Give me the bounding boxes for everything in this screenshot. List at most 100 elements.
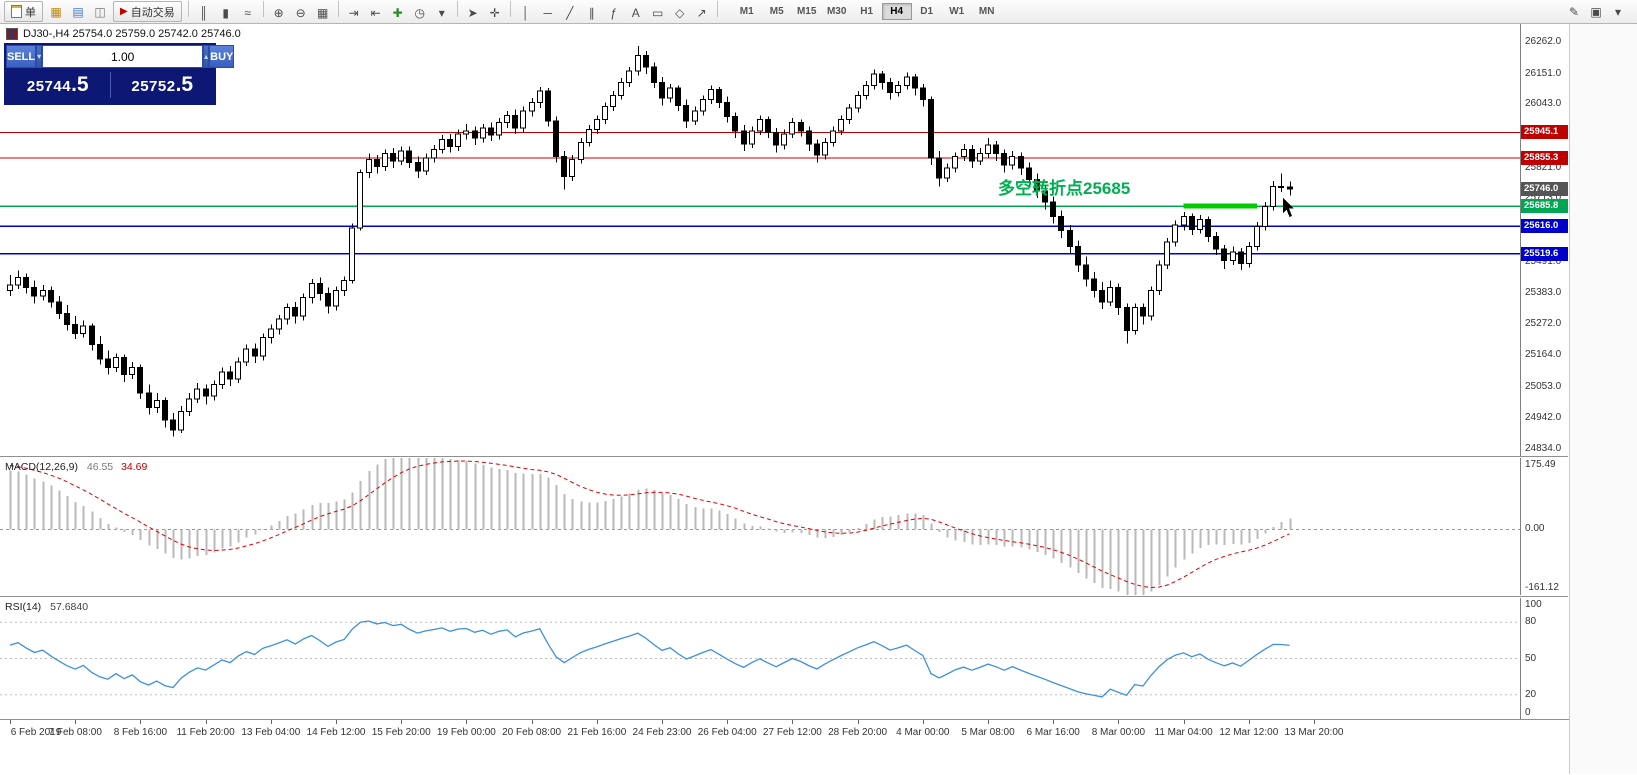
new-chart-icon[interactable]: ✚ bbox=[392, 5, 403, 20]
time-tick bbox=[1053, 720, 1055, 724]
time-tick-label: 21 Feb 16:00 bbox=[567, 727, 627, 738]
price-tick-label: 25164.0 bbox=[1525, 348, 1562, 360]
main-chart-panel: DJ30-,H4 25754.0 25759.0 25742.0 25746.0… bbox=[0, 24, 1520, 456]
navigator-icon[interactable]: ◫ bbox=[94, 4, 106, 19]
time-axis[interactable]: 6 Feb 2019 7 Feb 08:00 8 Feb 16:00 11 Feb 2… bbox=[0, 719, 1569, 775]
zoom-in-icon[interactable]: ⊕ bbox=[273, 5, 284, 20]
time-tick-label: 5 Mar 08:00 bbox=[961, 727, 1015, 738]
price-tick-label: 25821.0 bbox=[1525, 161, 1562, 173]
data-window-icon[interactable]: ▤ bbox=[72, 4, 84, 19]
time-tick bbox=[662, 720, 663, 724]
time-tick bbox=[270, 720, 272, 724]
price-tick-label: 25383.0 bbox=[1525, 286, 1562, 298]
rsi-tick-label: 20 bbox=[1525, 688, 1537, 700]
macd-axis[interactable]: 175.49 0.00 -161.12 bbox=[1520, 458, 1569, 595]
timeframe-m5-button[interactable]: M5 bbox=[769, 6, 784, 17]
time-tick-label: 13 Mar 20:00 bbox=[1284, 727, 1344, 738]
candle-mode-icon[interactable]: ▮ bbox=[222, 5, 229, 20]
shapes-icon[interactable]: ◇ bbox=[675, 5, 685, 20]
arrows-icon[interactable]: ↗ bbox=[696, 5, 707, 20]
label-icon[interactable]: ▭ bbox=[652, 5, 664, 20]
sell-price-main: 25744 bbox=[26, 77, 72, 95]
toolbar-menu-icon[interactable]: ▾ bbox=[1614, 4, 1622, 19]
bar-mode-icon[interactable]: ║ bbox=[199, 5, 208, 20]
sell-button[interactable]: SELL bbox=[6, 45, 37, 68]
toolbar-separator bbox=[456, 0, 458, 17]
time-tick-label: 7 Feb 08:00 bbox=[48, 727, 102, 738]
chart-shift-icon[interactable]: ⇤ bbox=[370, 5, 381, 20]
windows-icon[interactable]: ▣ bbox=[1590, 4, 1602, 19]
toolbar-separator bbox=[187, 0, 189, 17]
text-icon[interactable]: A bbox=[631, 5, 640, 20]
sell-menu-button[interactable]: ▾ bbox=[36, 45, 43, 68]
cursor-icon[interactable]: ➤ bbox=[467, 5, 478, 20]
volume-up-button[interactable]: ▴ bbox=[203, 45, 210, 68]
price-tick-label: 26043.0 bbox=[1525, 98, 1562, 110]
line-mode-icon[interactable]: ≈ bbox=[244, 5, 251, 20]
timeframe-mn-button[interactable]: MN bbox=[978, 6, 995, 17]
autotrading-label: 自动交易 bbox=[130, 6, 175, 19]
timeframe-h1-button[interactable]: H1 bbox=[860, 6, 874, 17]
channel-icon[interactable]: ∥ bbox=[588, 5, 595, 20]
price-tick-label: 25491.0 bbox=[1525, 255, 1562, 267]
time-tick bbox=[140, 720, 142, 724]
trade-panel-divider bbox=[109, 71, 111, 98]
tile-windows-icon[interactable]: ▦ bbox=[317, 5, 329, 20]
autotrading-button[interactable]: ▶ 自动交易 bbox=[113, 1, 182, 22]
rsi-axis[interactable]: 100 80 50 20 0 bbox=[1520, 598, 1569, 719]
macd-tick-label: 0.00 bbox=[1525, 523, 1545, 535]
timeframe-w1-button[interactable]: W1 bbox=[949, 6, 965, 17]
rsi-tick-label: 0 bbox=[1525, 707, 1531, 718]
panel-divider[interactable] bbox=[0, 596, 1568, 598]
chart-title: DJ30-,H4 25754.0 25759.0 25742.0 25746.0 bbox=[6, 28, 241, 40]
panel-divider[interactable] bbox=[0, 456, 1568, 458]
auto-scroll-icon[interactable]: ⇥ bbox=[348, 5, 359, 20]
volume-input[interactable] bbox=[42, 45, 204, 68]
time-tick-label: 12 Mar 12:00 bbox=[1219, 727, 1279, 738]
time-tick bbox=[531, 720, 533, 724]
time-tick bbox=[1118, 720, 1120, 724]
trendline-icon[interactable]: ╱ bbox=[566, 5, 574, 20]
time-tick-label: 27 Feb 12:00 bbox=[762, 727, 822, 738]
price-line-badge: 25616.0 bbox=[1521, 219, 1568, 234]
chart-window-icon bbox=[6, 28, 18, 40]
time-tick bbox=[1183, 720, 1185, 724]
time-tick bbox=[75, 720, 77, 724]
buy-price[interactable]: 25752 .5 bbox=[111, 73, 215, 97]
horizontal-line-icon[interactable]: ─ bbox=[543, 5, 552, 20]
rsi-label: RSI(14) bbox=[5, 601, 42, 613]
market-watch-icon[interactable]: ▦ bbox=[50, 4, 62, 19]
timeframe-group: M1 M5 M15 M30 H1 H4 D1 W1 MN bbox=[732, 3, 1002, 20]
period-clock-icon[interactable]: ◷ bbox=[414, 5, 425, 20]
macd-chart[interactable] bbox=[0, 458, 1520, 595]
rsi-chart[interactable] bbox=[0, 598, 1520, 719]
toolbar-separator bbox=[509, 0, 511, 17]
new-order-button[interactable]: 单 bbox=[4, 1, 43, 22]
timeframe-m30-button[interactable]: M30 bbox=[826, 6, 847, 17]
crosshair-icon[interactable]: ✛ bbox=[489, 5, 500, 20]
chart-menu-down-icon[interactable]: ▾ bbox=[438, 5, 445, 20]
price-tick-label: 26262.0 bbox=[1525, 36, 1562, 47]
time-tick-label: 13 Feb 04:00 bbox=[241, 727, 301, 738]
cand[interactable] bbox=[0, 24, 1520, 456]
time-tick bbox=[922, 720, 924, 724]
chart-annotation-text[interactable]: 多空转折点25685 bbox=[998, 179, 1131, 198]
buy-button[interactable]: BUY bbox=[209, 45, 235, 68]
pencil-icon[interactable]: ✎ bbox=[1568, 4, 1580, 19]
timeframe-d1-button[interactable]: D1 bbox=[920, 6, 934, 17]
zoom-out-icon[interactable]: ⊖ bbox=[295, 5, 306, 20]
time-tick bbox=[988, 720, 989, 724]
vertical-line-icon[interactable]: │ bbox=[521, 5, 530, 20]
timeframe-m15-button[interactable]: M15 bbox=[796, 6, 817, 17]
timeframe-m1-button[interactable]: M1 bbox=[739, 6, 754, 17]
autotrading-icon: ▶ bbox=[120, 6, 128, 17]
price-axis[interactable]: 26262.026151.026043.025931.025821.025713… bbox=[1520, 24, 1569, 456]
one-click-trade-panel: SELL ▾ ▴ BUY 25744 .5 25752 .5 bbox=[4, 43, 235, 105]
sell-price-frac: .5 bbox=[71, 72, 89, 96]
macd-signal-value: 34.69 bbox=[121, 461, 148, 473]
sell-price[interactable]: 25744 .5 bbox=[6, 73, 110, 97]
timeframe-h4-button[interactable]: H4 bbox=[881, 3, 912, 20]
macd-main-value: 46.55 bbox=[86, 461, 114, 473]
rsi-tick-label: 50 bbox=[1525, 652, 1537, 664]
fibonacci-icon[interactable]: ƒ bbox=[610, 5, 618, 20]
